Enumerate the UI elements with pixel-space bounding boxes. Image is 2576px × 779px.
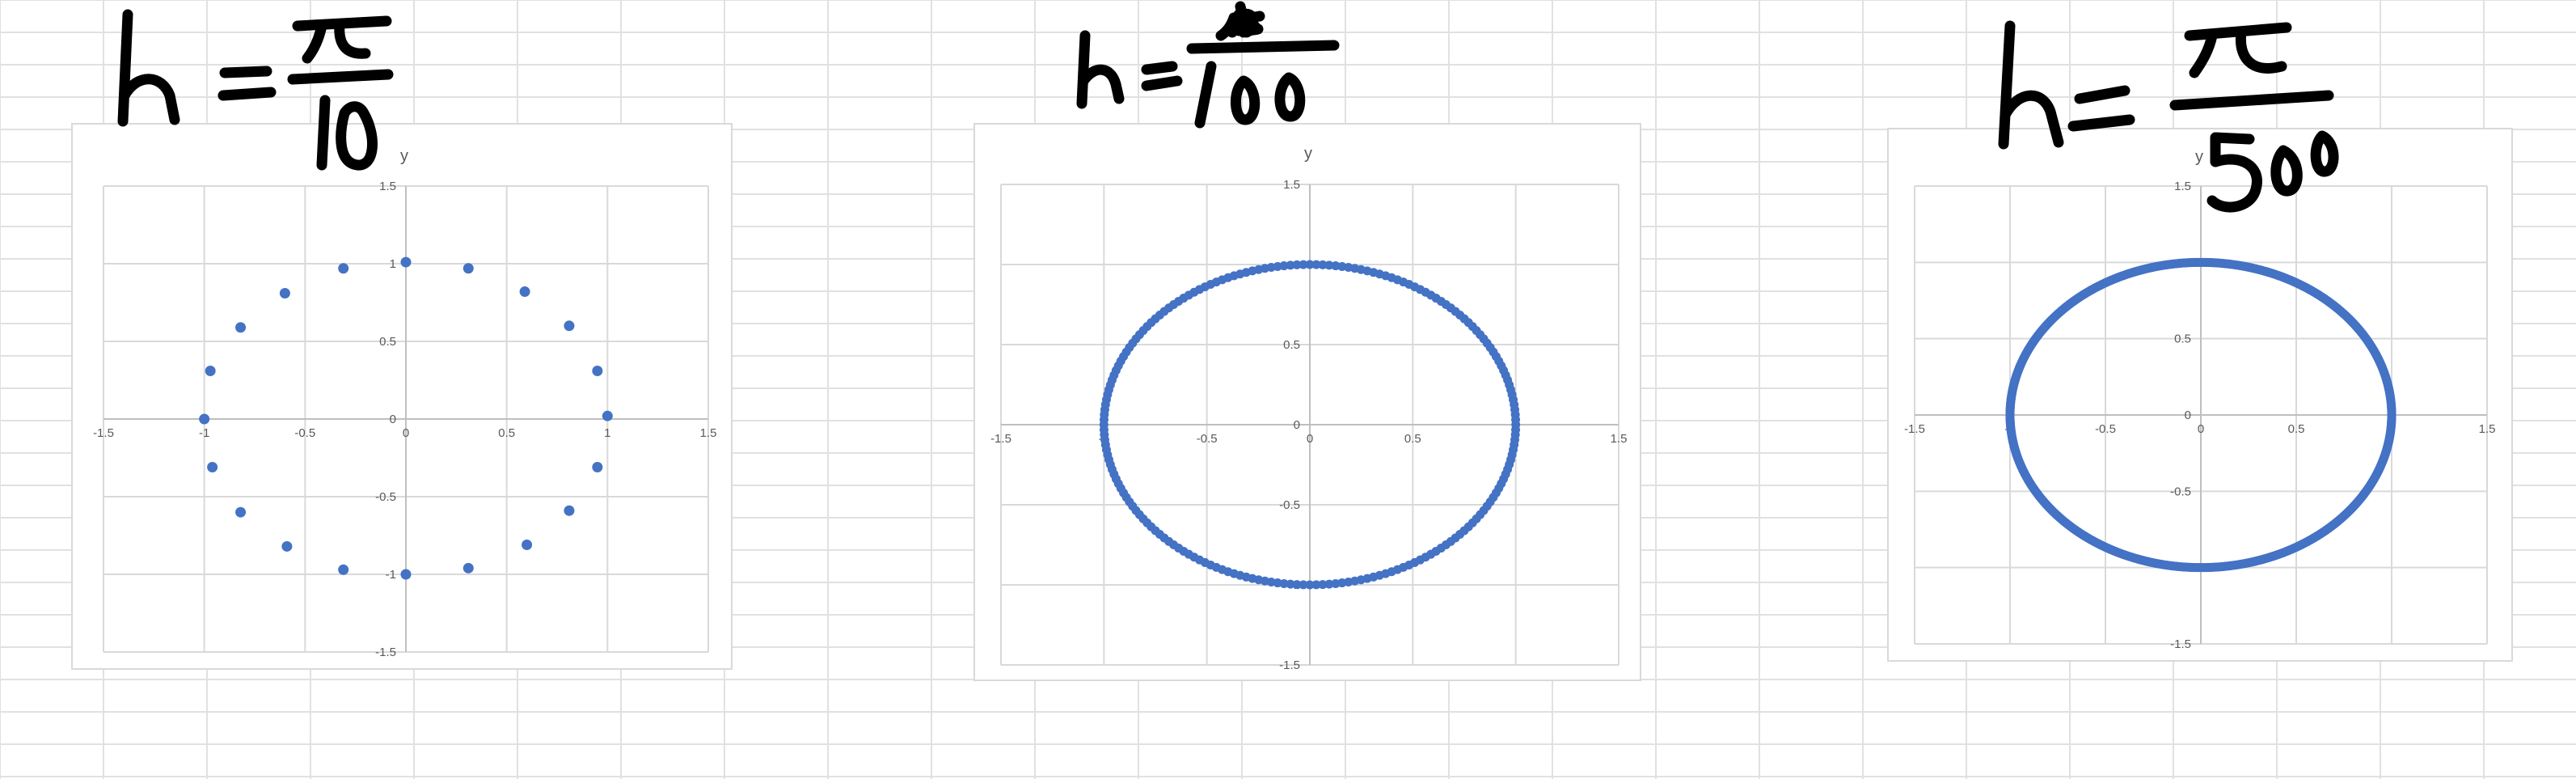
- data-point: [1511, 425, 1521, 434]
- data-point: [235, 322, 247, 333]
- data-point: [199, 413, 210, 425]
- x-tick-label: -1.5: [93, 426, 114, 440]
- x-tick-label: 0.5: [2288, 422, 2305, 436]
- data-point: [1311, 260, 1321, 269]
- x-tick-label: 0: [2198, 422, 2204, 436]
- data-point: [1286, 260, 1295, 270]
- x-tick-label: 0.5: [498, 426, 515, 440]
- y-tick-label: 0.5: [2174, 332, 2191, 346]
- handwritten-label-h-pi-over-100: [1076, 1, 1340, 129]
- data-point: [592, 462, 603, 473]
- data-point: [462, 562, 474, 574]
- x-tick-label: 1.5: [1611, 432, 1628, 446]
- x-tick-label: 1.5: [2479, 422, 2496, 436]
- y-tick-label: 1.5: [379, 180, 396, 193]
- data-point: [564, 505, 575, 516]
- y-axis-title: y: [400, 147, 408, 165]
- x-tick-label: -0.5: [1197, 432, 1218, 446]
- data-point: [1305, 260, 1315, 269]
- y-axis-title: y: [2195, 148, 2203, 166]
- data-point: [235, 506, 247, 518]
- x-tick-label: -1: [199, 426, 209, 440]
- data-point: [1311, 580, 1321, 590]
- data-series: [2005, 257, 2397, 573]
- data-point: [564, 320, 575, 332]
- scatter-plot-h-pi-over-100: -1.5-1-0.500.511.5-1.5-1-0.500.511.5y: [990, 145, 1628, 672]
- data-point: [400, 569, 412, 580]
- scatter-plot-h-pi-over-10: -1.5 -1 -0.5 0 0.5 1 1.5 -1.5 -1 -0.5 0 0.5 1 1.5 y: [93, 147, 717, 659]
- data-point: [1292, 580, 1302, 590]
- x-tick-label: 1: [604, 426, 610, 440]
- data-point: [1305, 580, 1315, 590]
- y-tick-label: 0.5: [379, 335, 396, 349]
- data-point: [279, 287, 290, 298]
- data-point: [1299, 260, 1308, 269]
- data-point: [205, 365, 216, 376]
- data-point: [338, 263, 349, 274]
- x-tick-label: 1.5: [700, 426, 717, 440]
- x-tick-label: -1.5: [1904, 422, 1925, 436]
- y-tick-label: -1: [386, 568, 396, 582]
- data-point: [1279, 578, 1289, 588]
- data-point: [519, 286, 530, 298]
- chart-h-pi-over-500[interactable]: -1.5-1-0.500.511.5-1.5-1-0.500.511.5y: [1887, 128, 2513, 662]
- data-point: [281, 540, 293, 552]
- data-point: [1286, 579, 1295, 589]
- data-point: [592, 365, 603, 376]
- data-series: [1099, 260, 1521, 590]
- y-tick-label: -0.5: [2170, 485, 2191, 498]
- y-tick-label: 0: [2185, 409, 2191, 422]
- y-tick-label: 0.5: [1283, 338, 1300, 352]
- scatter-plot-h-pi-over-500: -1.5-1-0.500.511.5-1.5-1-0.500.511.5y: [1904, 148, 2496, 651]
- chart-h-pi-over-100[interactable]: -1.5-1-0.500.511.5-1.5-1-0.500.511.5y: [973, 123, 1641, 681]
- y-tick-label: 1: [390, 257, 396, 271]
- x-tick-label: -1.5: [990, 432, 1011, 446]
- y-tick-label: 0: [1294, 418, 1300, 432]
- y-tick-label: -1.5: [1279, 658, 1300, 672]
- data-point: [400, 256, 412, 268]
- data-point: [1331, 261, 1341, 271]
- chart-h-pi-over-10[interactable]: -1.5 -1 -0.5 0 0.5 1 1.5 -1.5 -1 -0.5 0 0.5 1 1.5 y: [71, 123, 733, 670]
- data-point: [338, 564, 349, 575]
- y-tick-label: -1.5: [375, 646, 396, 659]
- x-tick-label: -0.5: [2095, 422, 2116, 436]
- data-point: [462, 263, 474, 274]
- y-axis-title: y: [1304, 145, 1312, 163]
- data-point: [522, 540, 533, 551]
- x-tick-label: 0: [1307, 432, 1313, 446]
- handwritten-label-h-pi-over-10: [117, 9, 394, 171]
- x-tick-label: 0: [403, 426, 409, 440]
- data-point: [1299, 580, 1308, 590]
- y-tick-label: 1.5: [1283, 178, 1300, 192]
- data-point: [207, 462, 218, 473]
- data-point: [1324, 579, 1334, 589]
- data-point: [602, 410, 613, 421]
- data-point: [1292, 260, 1302, 269]
- x-tick-label: 0.5: [1404, 432, 1421, 446]
- y-tick-label: -0.5: [375, 490, 396, 504]
- data-point: [1318, 260, 1328, 269]
- y-tick-label: -0.5: [1279, 498, 1300, 512]
- y-tick-label: 0: [390, 413, 396, 426]
- data-point: [1318, 580, 1328, 590]
- data-series: [199, 256, 613, 580]
- handwritten-label-h-pi-over-500: [1998, 20, 2339, 213]
- data-point: [2387, 411, 2397, 421]
- x-tick-label: -0.5: [294, 426, 315, 440]
- y-tick-label: -1.5: [2170, 637, 2191, 651]
- data-point: [1324, 260, 1334, 270]
- y-tick-label: 1.5: [2174, 180, 2191, 193]
